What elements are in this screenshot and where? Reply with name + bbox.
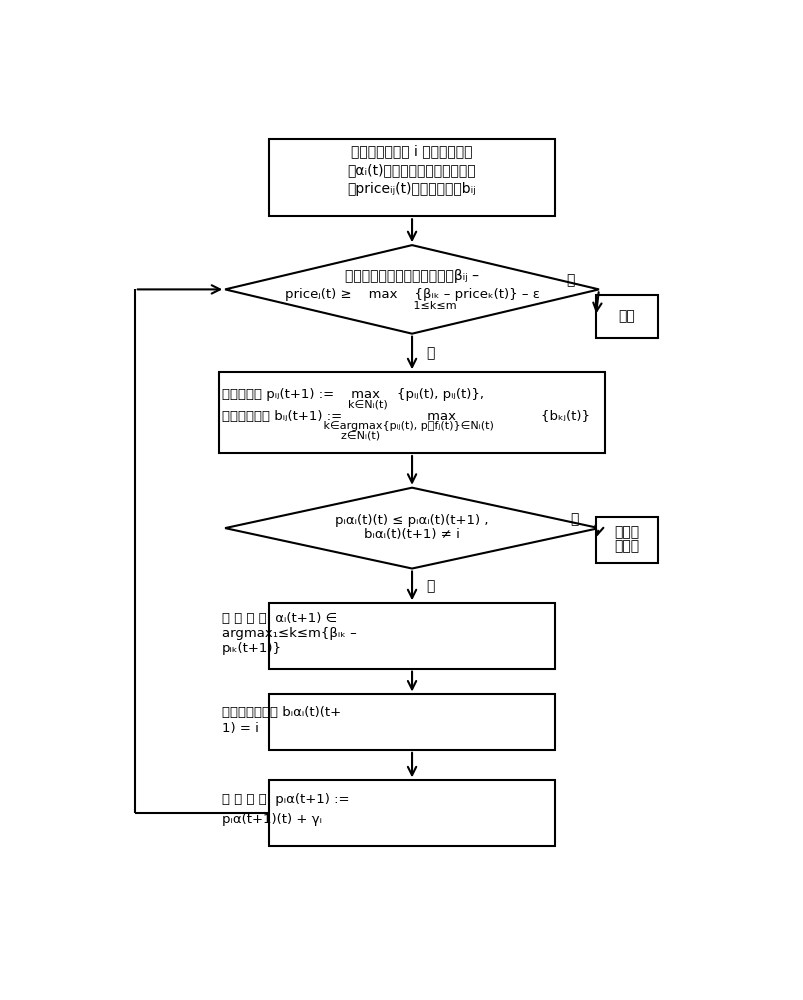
FancyBboxPatch shape [218, 372, 605, 453]
FancyBboxPatch shape [268, 694, 555, 750]
Text: 保持原: 保持原 [613, 525, 639, 539]
Text: k∈Nᵢ(t): k∈Nᵢ(t) [222, 400, 387, 410]
Text: 更新价格： pᵢⱼ(t+1) :=    max    {pᵢⱼ(t), pᵢⱼ(t)},: 更新价格： pᵢⱼ(t+1) := max {pᵢⱼ(t), pᵢⱼ(t)}, [222, 388, 483, 401]
Text: 否: 否 [426, 346, 434, 360]
Text: pᵢαᵢ(t)(t) ≤ pᵢαᵢ(t)(t+1) ,: pᵢαᵢ(t)(t) ≤ pᵢαᵢ(t)(t+1) , [335, 514, 488, 527]
Text: k∈argmax{pᵢⱼ(t), pᶓfⱼ(t)}∈Nᵢ(t): k∈argmax{pᵢⱼ(t), pᶓfⱼ(t)}∈Nᵢ(t) [222, 421, 493, 431]
FancyBboxPatch shape [268, 139, 555, 216]
Text: 1) = i: 1) = i [222, 722, 259, 735]
Polygon shape [225, 488, 598, 569]
Polygon shape [225, 245, 598, 334]
Text: z∈Nᵢ(t): z∈Nᵢ(t) [222, 431, 380, 441]
Text: 1≤k≤m: 1≤k≤m [367, 301, 456, 311]
Text: 是: 是 [566, 273, 574, 287]
Text: 增 加 出 价  pᵢα(t+1) :=: 增 加 出 价 pᵢα(t+1) := [222, 793, 349, 806]
Text: priceⱼ(t) ≥    max    {βᵢₖ – priceₖ(t)} – ε: priceⱼ(t) ≥ max {βᵢₖ – priceₖ(t)} – ε [284, 288, 539, 301]
Text: pᵢₖ(t+1)}: pᵢₖ(t+1)} [222, 642, 282, 655]
Text: 更新最高出价者 bᵢαᵢ(t)(t+: 更新最高出价者 bᵢαᵢ(t)(t+ [222, 706, 340, 719]
Text: 配αᵢ(t)，它知道所有中继当前价: 配αᵢ(t)，它知道所有中继当前价 [348, 163, 475, 177]
Text: 格priceᵢⱼ(t)和最高出价者bᵢⱼ: 格priceᵢⱼ(t)和最高出价者bᵢⱼ [347, 182, 476, 196]
Text: 最高出价者： bᵢⱼ(t+1) :=                    max                    {bₖⱼ(t)}: 最高出价者： bᵢⱼ(t+1) := max {bₖⱼ(t)} [222, 410, 589, 423]
Text: 结束: 结束 [618, 309, 634, 323]
FancyBboxPatch shape [595, 517, 658, 563]
Text: argmax₁≤k≤m{βᵢₖ –: argmax₁≤k≤m{βᵢₖ – [222, 627, 357, 640]
Text: 更 新 分 配  αᵢ(t+1) ∈: 更 新 分 配 αᵢ(t+1) ∈ [222, 612, 336, 625]
Text: 来中继: 来中继 [613, 539, 639, 553]
Text: 是: 是 [569, 512, 577, 526]
Text: 每个用户和它所选的中继满足βᵢⱼ –: 每个用户和它所选的中继满足βᵢⱼ – [344, 269, 479, 283]
FancyBboxPatch shape [595, 295, 658, 338]
Text: 每一个用户节点 i 有一个初始分: 每一个用户节点 i 有一个初始分 [351, 144, 472, 158]
FancyBboxPatch shape [268, 780, 555, 846]
FancyBboxPatch shape [268, 603, 555, 669]
Text: 否: 否 [426, 579, 434, 593]
Text: pᵢα(t+1)(t) + γᵢ: pᵢα(t+1)(t) + γᵢ [222, 813, 322, 826]
Text: bᵢαᵢ(t)(t+1) ≠ i: bᵢαᵢ(t)(t+1) ≠ i [364, 528, 459, 541]
